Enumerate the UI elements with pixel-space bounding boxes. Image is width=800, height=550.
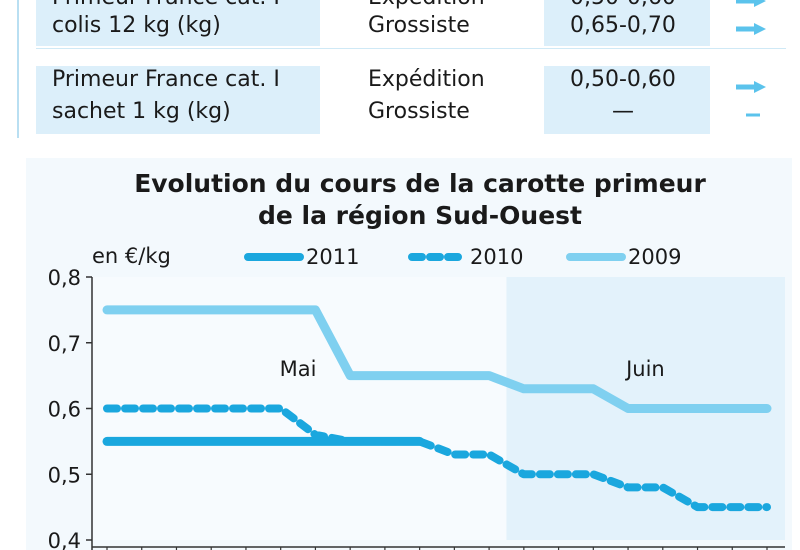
- dash-icon: [746, 113, 760, 117]
- period-label: Mai: [280, 357, 317, 381]
- series-line-2009: [102, 305, 772, 413]
- price-table: Primeur France cat. I colis 12 kg (kg) E…: [0, 0, 800, 138]
- right-arrow-icon: [736, 0, 766, 7]
- y-tick-label: 0,5: [48, 463, 81, 487]
- stage-label: Grossiste: [368, 99, 470, 124]
- chart-title: Evolution du cours de la carotte primeur…: [0, 168, 800, 232]
- y-tick-label: 0,4: [48, 529, 81, 550]
- product-label: colis 12 kg (kg): [52, 13, 221, 38]
- y-tick-label: 0,8: [48, 266, 81, 290]
- stage-label: Expédition: [368, 0, 485, 14]
- right-arrow-icon: [736, 23, 766, 35]
- row-divider: [36, 48, 786, 49]
- product-cell-bg: [36, 0, 320, 46]
- price-value: —: [612, 99, 634, 124]
- legend-label: 2010: [470, 245, 523, 269]
- product-label: Primeur France cat. I: [52, 67, 280, 92]
- right-arrow-icon: [736, 81, 766, 93]
- price-value: 0,50-0,60: [570, 67, 676, 92]
- price-cell-bg: [544, 0, 710, 46]
- price-value: 0,50-0,60: [570, 0, 676, 14]
- series-line-2010: [103, 404, 771, 512]
- legend-label: 2011: [306, 245, 359, 269]
- table-left-rule: [17, 0, 19, 138]
- product-label: Primeur France cat. I: [52, 0, 280, 14]
- stage-label: Expédition: [368, 67, 485, 92]
- chart-title-line: de la région Sud-Ouest: [257, 201, 583, 230]
- y-axis-label: en €/kg: [92, 244, 171, 268]
- product-label: sachet 1 kg (kg): [52, 99, 231, 124]
- price-value: 0,65-0,70: [570, 13, 676, 38]
- stage-label: Grossiste: [368, 13, 470, 38]
- product-cell-bg: [36, 66, 320, 134]
- period-label: Juin: [624, 357, 665, 381]
- price-cell-bg: [544, 66, 710, 134]
- chart-title-line: Evolution du cours de la carotte primeur: [134, 169, 706, 198]
- y-tick-label: 0,7: [48, 332, 81, 356]
- legend-label: 2009: [628, 245, 681, 269]
- y-tick-label: 0,6: [48, 398, 81, 422]
